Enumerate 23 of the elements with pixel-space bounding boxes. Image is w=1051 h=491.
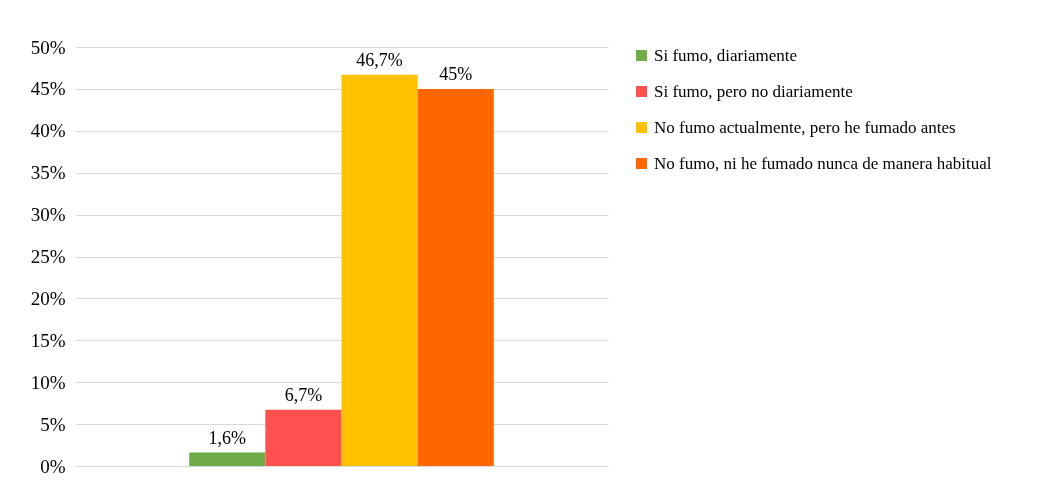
legend-label: Si fumo, pero no diariamente (654, 81, 853, 101)
y-tick-label: 15% (30, 329, 66, 351)
bar (417, 88, 494, 466)
y-tick-label: 5% (40, 413, 66, 435)
legend-label: No fumo, ni he fumado nunca de manera habitual (654, 153, 992, 173)
data-label: 6,7% (284, 384, 323, 405)
y-tick-label: 35% (30, 162, 66, 184)
y-tick-label: 50% (30, 36, 66, 58)
bar (189, 452, 266, 466)
data-label: 45% (439, 63, 473, 84)
y-tick-label: 30% (30, 204, 66, 226)
y-tick-label: 40% (30, 120, 66, 142)
data-label: 46,7% (356, 49, 403, 70)
y-tick-label: 25% (30, 246, 66, 267)
y-tick-label: 20% (30, 287, 66, 309)
data-label: 1,6% (208, 427, 247, 448)
y-tick-label: 0% (40, 455, 66, 477)
legend-label: Si fumo, diariamente (654, 45, 798, 65)
y-tick-label: 45% (30, 78, 66, 100)
bar (341, 74, 418, 466)
legend-label: No fumo actualmente, pero he fumado antes (654, 117, 956, 137)
bar (265, 409, 342, 466)
y-tick-label: 10% (30, 371, 66, 393)
